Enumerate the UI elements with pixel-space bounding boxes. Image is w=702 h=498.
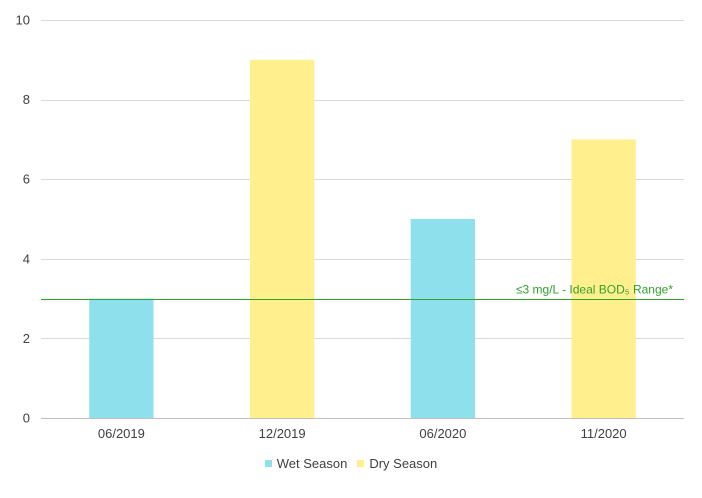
x-axis-ticks: 06/2019 12/2019 06/2020 11/2020 bbox=[98, 426, 627, 441]
y-tick-label-2: 2 bbox=[23, 331, 30, 346]
reference-line-layer: ≤3 mg/L - Ideal BOD₅ Range* bbox=[41, 283, 684, 300]
y-axis-ticks: 0 2 4 6 8 10 bbox=[16, 13, 30, 426]
y-tick-label-4: 4 bbox=[23, 251, 30, 266]
bar-06-2020 bbox=[410, 219, 476, 418]
y-tick-label-8: 8 bbox=[23, 92, 30, 107]
bar-layer bbox=[89, 59, 636, 419]
bar-11-2020 bbox=[571, 139, 636, 418]
y-tick-label-10: 10 bbox=[16, 13, 30, 28]
legend-item-wet-season: Wet Season bbox=[264, 456, 348, 471]
x-tick-label-12-2019: 12/2019 bbox=[259, 426, 306, 441]
legend-label-dry-season: Dry Season bbox=[369, 456, 438, 471]
legend-item-dry-season: Dry Season bbox=[357, 456, 437, 471]
legend-swatch-wet bbox=[264, 460, 272, 467]
legend-swatch-dry bbox=[357, 460, 365, 467]
bar-06-2019 bbox=[89, 298, 154, 418]
reference-line-label: ≤3 mg/L - Ideal BOD₅ Range* bbox=[516, 283, 673, 297]
legend-label-wet-season: Wet Season bbox=[276, 456, 348, 471]
x-tick-label-06-2020: 06/2020 bbox=[419, 426, 466, 441]
bar-12-2019 bbox=[249, 59, 315, 419]
x-tick-label-06-2019: 06/2019 bbox=[98, 426, 145, 441]
legend: Wet Season Dry Season bbox=[0, 456, 702, 471]
y-tick-label-0: 0 bbox=[23, 411, 30, 426]
x-tick-label-11-2020: 11/2020 bbox=[581, 426, 627, 441]
y-tick-label-6: 6 bbox=[23, 172, 30, 187]
